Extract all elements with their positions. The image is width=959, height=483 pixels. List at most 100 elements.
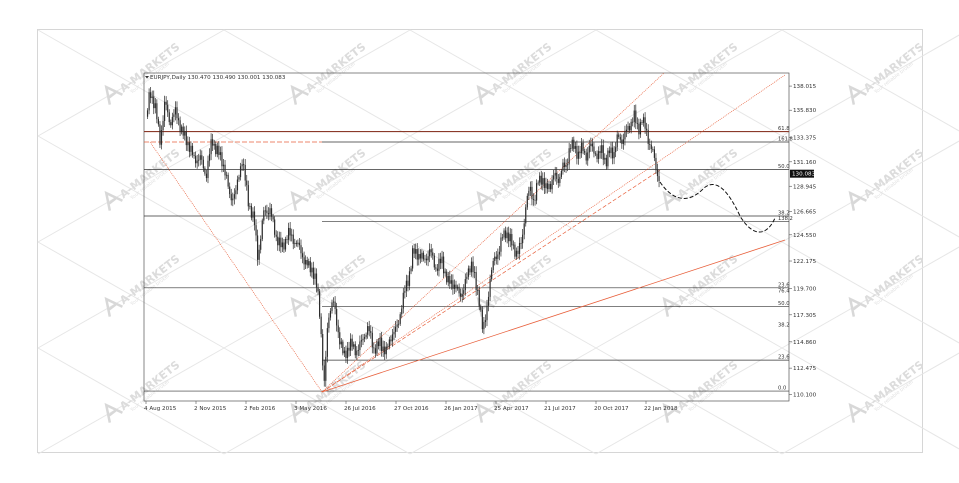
candle-body — [239, 166, 242, 178]
candle-body — [288, 227, 290, 240]
candle-body — [336, 308, 338, 326]
candle-body — [157, 119, 159, 125]
candle-body — [444, 271, 446, 274]
candle-body — [359, 341, 361, 350]
candle-body — [497, 254, 499, 259]
candle-body — [554, 172, 556, 176]
watermark-a-icon — [662, 296, 681, 317]
candle-body — [509, 234, 511, 242]
candle-body — [584, 150, 586, 153]
fib-level-label: 161.8 — [778, 137, 793, 143]
candle-body — [286, 238, 288, 240]
candle-body — [407, 280, 409, 286]
candle-body — [574, 146, 576, 149]
candle-body — [202, 159, 204, 169]
candle-body — [312, 267, 314, 279]
y-axis-tick-label: 124.550 — [793, 233, 817, 239]
candle-body — [388, 339, 390, 347]
candle-body — [151, 96, 153, 99]
candle-body — [230, 194, 232, 201]
candle-body — [362, 338, 364, 341]
candle-body — [224, 164, 226, 176]
candle-body — [470, 261, 473, 273]
candle-body — [424, 258, 426, 260]
watermark-text: A-MARKETS — [861, 358, 926, 413]
watermark-text: A-MARKETS — [117, 146, 182, 201]
candle-body — [354, 344, 356, 356]
candle-body — [179, 120, 181, 133]
candle-body — [587, 152, 589, 161]
y-axis-tick-label: 117.305 — [793, 313, 817, 319]
candle-body — [303, 257, 305, 265]
candle-body — [646, 128, 648, 131]
candle-body — [156, 103, 158, 120]
y-axis-tick-label: 128.945 — [793, 184, 817, 190]
levels-layer: 61.8161.850.038.2138.223.676.450.038.223… — [144, 126, 793, 392]
candle-body — [266, 210, 268, 214]
candle-body — [260, 239, 262, 250]
candle-body — [305, 259, 307, 265]
watermark-text: A-MARKETS — [117, 40, 182, 95]
candle-body — [483, 321, 485, 330]
candle-body — [215, 144, 217, 155]
x-axis-tick-label: 26 Jul 2016 — [344, 406, 376, 412]
trend-support-line — [321, 239, 786, 393]
fib-level-label: 138.2 — [778, 216, 793, 222]
candle-body — [167, 104, 169, 113]
candle-body — [615, 147, 617, 153]
candle-body — [419, 254, 421, 259]
candle-body — [481, 309, 483, 330]
chart-menu-icon[interactable] — [145, 76, 149, 79]
candle-body — [413, 248, 415, 254]
candle-body — [618, 134, 620, 138]
candle-body — [611, 147, 614, 159]
candle-body — [384, 346, 386, 355]
candle-body — [518, 242, 521, 254]
x-axis-tick-label: 2 Feb 2016 — [244, 406, 276, 412]
candle-body — [274, 219, 276, 235]
candle-body — [630, 121, 632, 131]
x-axis-tick-label: 3 May 2016 — [294, 406, 327, 412]
candle-body — [590, 143, 592, 147]
candle-body — [222, 164, 225, 167]
y-axis-tick-label: 110.100 — [793, 392, 817, 398]
candle-body — [653, 149, 655, 158]
candle-body — [591, 143, 593, 147]
candle-body — [534, 199, 536, 201]
candle-body — [381, 337, 383, 351]
candle-body — [619, 137, 621, 140]
candle-body — [322, 334, 324, 366]
candle-body — [652, 149, 654, 150]
candle-body — [616, 134, 618, 148]
candle-body — [475, 272, 477, 291]
watermark-a-icon — [662, 84, 681, 105]
candle-body — [598, 151, 600, 159]
candle-body — [517, 250, 519, 254]
candle-body — [332, 301, 335, 303]
trend-channel-line — [321, 74, 786, 393]
candle-body — [280, 237, 282, 248]
watermark-a-icon — [104, 84, 123, 105]
candle-body — [153, 96, 155, 109]
candle-body — [255, 225, 257, 236]
candle-body — [370, 331, 372, 333]
candle-body — [184, 131, 186, 136]
candle-body — [599, 151, 601, 153]
candle-body — [165, 101, 167, 105]
candle-body — [563, 162, 566, 168]
candle-body — [249, 205, 251, 207]
candle-body — [486, 305, 488, 321]
watermark-a-icon — [848, 402, 867, 423]
candle-body — [629, 125, 631, 131]
candle-body — [325, 356, 327, 381]
candle-body — [399, 314, 401, 324]
fib-level-label: 50.0 — [778, 164, 790, 170]
candle-body — [429, 249, 431, 257]
y-axis-tick-label: 122.175 — [793, 259, 817, 265]
watermark-text: A-MARKETS — [489, 40, 554, 95]
candle-body — [579, 151, 581, 154]
candle-body — [193, 154, 195, 156]
candle-body — [162, 120, 164, 131]
chart-title: EURJPY,Daily 130.470 130.490 130.001 130… — [150, 75, 286, 81]
candle-body — [319, 291, 321, 317]
